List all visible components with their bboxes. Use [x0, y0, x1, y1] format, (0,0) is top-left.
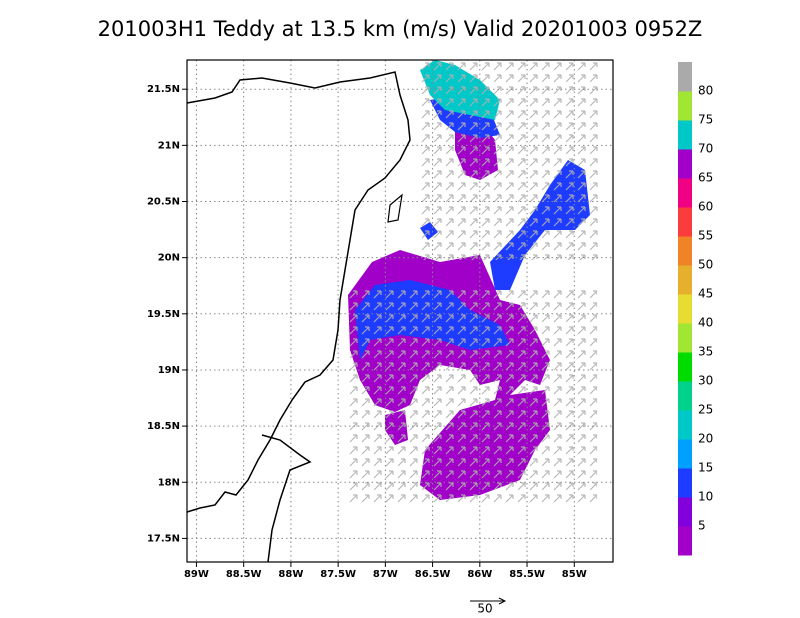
y-tick-label: 21N [158, 140, 180, 151]
colorbar-box [678, 265, 692, 295]
colorbar-label: 50 [698, 258, 713, 272]
colorbar-label: 45 [698, 287, 713, 301]
colorbar-label: 55 [698, 229, 713, 243]
colorbar-label: 75 [698, 113, 713, 127]
colorbar-label: 15 [698, 461, 713, 475]
colorbar-label: 25 [698, 403, 713, 417]
colorbar-label: 20 [698, 432, 713, 446]
colorbar-box [678, 439, 692, 469]
island [387, 193, 403, 223]
x-tick-label: 86.5W [415, 569, 451, 580]
x-tick-label: 88.5W [226, 569, 262, 580]
chart-title: 201003H1 Teddy at 13.5 km (m/s) Valid 20… [98, 17, 703, 41]
colorbar-box [678, 323, 692, 353]
colorbar-box [678, 62, 692, 92]
colorbar-label: 60 [698, 200, 713, 214]
colorbar-box [678, 294, 692, 324]
x-tick-label: 87.5W [320, 569, 356, 580]
wind-vectors [347, 290, 597, 505]
coastline [186, 71, 411, 513]
colorbar-box [678, 120, 692, 150]
colorbar-label: 10 [698, 490, 713, 504]
reference-vector-label: 50 [477, 602, 492, 616]
colorbar-label: 70 [698, 142, 713, 156]
colorbar-box [678, 236, 692, 266]
y-tick-label: 17.5N [147, 533, 180, 544]
colorbar-box [678, 178, 692, 208]
colorbar-box [678, 381, 692, 411]
x-tick-label: 85W [562, 569, 587, 580]
y-tick-label: 19N [158, 365, 180, 376]
colorbar-box [678, 468, 692, 498]
x-tick-label: 88W [278, 569, 303, 580]
y-tick-label: 20.5N [147, 197, 180, 208]
coastline [261, 434, 312, 563]
y-tick-label: 20N [158, 253, 180, 264]
colorbar-box [678, 352, 692, 382]
y-tick-label: 18.5N [147, 421, 180, 432]
x-tick-label: 85.5W [509, 569, 545, 580]
reference-vector-head [498, 597, 507, 605]
grid [182, 60, 613, 567]
colorbar-box [678, 149, 692, 179]
wind-field [347, 60, 600, 505]
y-tick-label: 21.5N [147, 84, 180, 95]
colorbar-box [678, 207, 692, 237]
x-tick-label: 87W [373, 569, 398, 580]
x-tick-label: 89W [184, 569, 209, 580]
colorbar-box [678, 526, 692, 556]
x-tick-label: 86W [467, 569, 492, 580]
plot-frame [186, 59, 614, 563]
colorbar-box [678, 410, 692, 440]
colorbar-label: 80 [698, 84, 713, 98]
y-tick-label: 19.5N [147, 309, 180, 320]
wind-vectors [420, 60, 600, 260]
colorbar-label: 65 [698, 171, 713, 185]
colorbar-label: 40 [698, 316, 713, 330]
colorbar-label: 35 [698, 345, 713, 359]
y-tick-label: 18N [158, 477, 180, 488]
colorbar-label: 5 [698, 519, 706, 533]
colorbar-box [678, 91, 692, 121]
colorbar: 5 10 15 20 25 30 35 40 45 50 55 60 65 70 75 80 [678, 62, 713, 556]
colorbar-box [678, 497, 692, 527]
colorbar-label: 30 [698, 374, 713, 388]
